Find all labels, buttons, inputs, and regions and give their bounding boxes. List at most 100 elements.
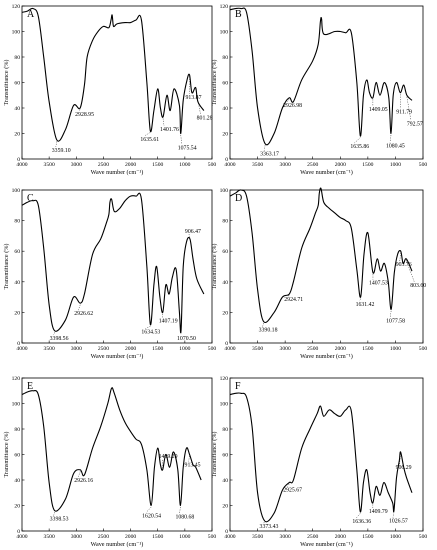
y-tick-label: 0 xyxy=(17,341,20,347)
y-tick-label: 100 xyxy=(220,402,229,408)
spectrum-line xyxy=(229,187,413,323)
peak-label: 3359.10 xyxy=(52,148,71,154)
peak-leader-line xyxy=(399,252,401,262)
x-tick-label: 1000 xyxy=(390,162,401,168)
y-tick-label: 60 xyxy=(14,453,20,459)
peak-label: 1620.54 xyxy=(142,514,161,520)
peak-label: 1075.54 xyxy=(178,146,197,152)
peak-label: 911.79 xyxy=(396,110,412,116)
x-tick-label: 1500 xyxy=(362,534,373,540)
spectrum-panel-a: A 4000 3500 3000 2500 2000 1500 1000 500 0 20 40 60 8… xyxy=(3,4,216,176)
peak-label: 2924.71 xyxy=(284,297,303,303)
peak-leader-line xyxy=(263,145,266,151)
peak-label: 2926.62 xyxy=(74,311,93,317)
peak-label: 1409.05 xyxy=(369,107,388,113)
peak-label: 1631.42 xyxy=(356,302,375,308)
peak-leader-line xyxy=(188,455,190,462)
peak-label: 2926.98 xyxy=(283,103,302,109)
y-tick-label: 120 xyxy=(12,376,21,382)
peak-label: 2925.67 xyxy=(283,488,302,494)
y-tick-label: 20 xyxy=(222,132,228,138)
peak-label: 1636.36 xyxy=(352,519,371,525)
x-tick-label: 500 xyxy=(208,534,217,540)
plot-frame xyxy=(21,189,213,344)
x-tick-label: 2000 xyxy=(125,534,136,540)
peak-label: 3390.18 xyxy=(259,328,278,334)
spectrum-panel-b: B 4000 3500 3000 2500 2000 1500 1000 500 0 20 40 60 8… xyxy=(211,4,427,176)
x-tick-label: 3500 xyxy=(252,346,263,352)
x-tick-label: 2500 xyxy=(307,162,318,168)
x-tick-label: 3000 xyxy=(71,534,82,540)
x-tick-label: 1500 xyxy=(152,346,163,352)
panel-label: A xyxy=(27,9,35,20)
y-tick-label: 80 xyxy=(14,219,20,225)
y-tick-label: 20 xyxy=(14,310,20,316)
x-tick-label: 1500 xyxy=(362,346,373,352)
x-tick-label: 1000 xyxy=(390,534,401,540)
peak-label: 792.57 xyxy=(407,121,423,127)
y-tick-label: 40 xyxy=(222,280,228,286)
x-tick-label: 4000 xyxy=(16,534,27,540)
panel-label: F xyxy=(235,381,241,392)
y-tick-label: 100 xyxy=(220,30,229,36)
x-tick-label: 500 xyxy=(208,346,217,352)
peak-label: 1080.45 xyxy=(386,144,405,150)
spectrum-line xyxy=(21,192,205,334)
spectrum-line xyxy=(21,7,205,142)
peak-leader-line xyxy=(406,96,412,121)
x-tick-label: 500 xyxy=(419,346,428,352)
peak-label: 1407.19 xyxy=(159,318,178,324)
peak-leader-line xyxy=(399,453,401,464)
peak-leader-line xyxy=(162,118,165,126)
peak-leader-line xyxy=(392,512,395,518)
y-tick-label: 0 xyxy=(17,529,20,535)
spectrum-line xyxy=(229,7,413,146)
peak-label: 1635.86 xyxy=(350,144,369,150)
peak-leader-line xyxy=(144,132,151,137)
x-tick-label: 4000 xyxy=(224,162,235,168)
y-axis-title: Transmittance (%) xyxy=(3,60,10,106)
y-tick-label: 80 xyxy=(222,427,228,433)
y-tick-label: 120 xyxy=(220,376,229,382)
x-tick-label: 500 xyxy=(208,162,217,168)
peak-leader-line xyxy=(263,522,265,524)
peak-label: 1026.57 xyxy=(389,519,408,525)
y-tick-label: 60 xyxy=(222,453,228,459)
x-tick-label: 4000 xyxy=(224,534,235,540)
peak-leader-line xyxy=(288,295,290,297)
y-tick-label: 20 xyxy=(14,504,20,510)
peak-leader-line xyxy=(180,134,182,145)
y-tick-label: 0 xyxy=(17,157,20,163)
y-tick-label: 80 xyxy=(222,219,228,225)
x-tick-label: 2000 xyxy=(125,162,136,168)
x-axis-title: Wave number (cm⁻¹) xyxy=(300,541,353,548)
x-tick-label: 1000 xyxy=(179,162,190,168)
peak-label: 1409.79 xyxy=(369,509,388,515)
x-tick-label: 500 xyxy=(419,162,428,168)
peak-label: 801.28 xyxy=(197,116,213,122)
plot-frame xyxy=(229,189,424,344)
y-tick-label: 0 xyxy=(225,341,228,347)
x-tick-label: 2000 xyxy=(335,346,346,352)
y-tick-label: 0 xyxy=(225,529,228,535)
x-tick-label: 2000 xyxy=(335,162,346,168)
y-axis-title: Transmittance (%) xyxy=(3,244,10,290)
y-tick-label: 80 xyxy=(14,55,20,61)
y-axis-title: Transmittance (%) xyxy=(211,432,218,478)
x-tick-label: 3500 xyxy=(252,534,263,540)
x-axis-title: Wave number (cm⁻¹) xyxy=(91,169,144,176)
x-tick-label: 3000 xyxy=(280,534,291,540)
x-tick-label: 1500 xyxy=(362,162,373,168)
peak-label: 903.76 xyxy=(396,262,412,268)
y-tick-label: 100 xyxy=(12,402,21,408)
x-tick-label: 2500 xyxy=(98,346,109,352)
y-tick-label: 0 xyxy=(225,157,228,163)
y-tick-label: 40 xyxy=(222,106,228,112)
x-tick-label: 2500 xyxy=(307,534,318,540)
peak-label: 1407.53 xyxy=(369,281,388,287)
peak-label: 1635.61 xyxy=(140,137,159,143)
x-tick-label: 3000 xyxy=(280,162,291,168)
peak-leader-line xyxy=(145,325,151,329)
peak-leader-line xyxy=(389,134,392,143)
